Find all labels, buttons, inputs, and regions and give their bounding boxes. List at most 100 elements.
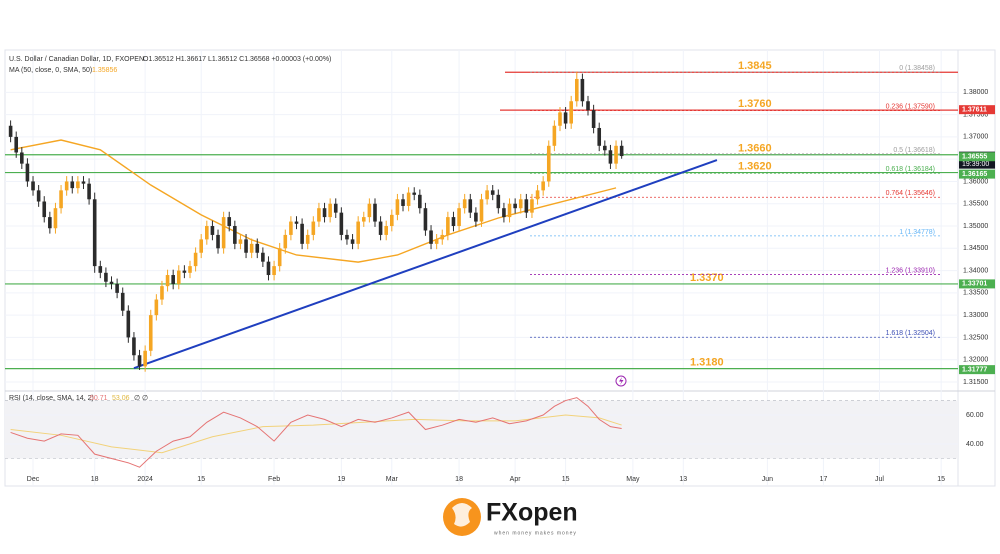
candle-body [507, 203, 512, 218]
rsi-line [10, 397, 622, 468]
logo: FXopen when money makes money [443, 498, 578, 536]
candle-body [586, 101, 590, 111]
symbol-title: U.S. Dollar / Canadian Dollar, 1D, FXOPE… [9, 56, 144, 63]
price-badge-label: 1.36165 [962, 171, 987, 178]
candle-body [558, 112, 562, 126]
candle-body [261, 252, 265, 262]
fib-label: 1.618 (1.32504) [886, 330, 935, 337]
grid [5, 50, 958, 485]
candle-body [81, 181, 86, 184]
candle-body [76, 181, 80, 189]
candle-body [272, 266, 276, 276]
fib-label: 1.236 (1.33910) [886, 267, 935, 274]
candle-body [221, 217, 226, 249]
candle-body [462, 199, 467, 209]
price-badge [959, 169, 995, 179]
y-tick-label: 1.33000 [963, 312, 988, 319]
candle-body [115, 283, 119, 293]
candle-body [98, 266, 103, 273]
level-label: 1.3845 [738, 60, 772, 72]
candle-body [322, 208, 327, 218]
candle-body [575, 78, 579, 102]
candle-body [59, 190, 63, 209]
candle-body [619, 145, 624, 157]
candle-body [451, 217, 456, 227]
x-tick-label: May [626, 476, 640, 483]
candle-body [92, 199, 97, 267]
candle-body [384, 226, 388, 235]
rsi-legend: RSI (14, close, SMA, 14, 2) [9, 395, 94, 402]
y-tick-label: 1.38000 [963, 89, 988, 96]
logo-tagline: when money makes money [494, 530, 577, 536]
candle-body [457, 208, 461, 227]
axis: Dec 18 2024 15 Feb 19 Mar 18 Apr 15 May 13 Jun 17 Jul 1… [27, 89, 995, 483]
candle-body [608, 150, 613, 164]
candle-body [171, 275, 175, 284]
candle-body [36, 190, 41, 202]
candle-body [132, 337, 136, 356]
x-tick-label: 13 [679, 476, 687, 483]
y-tick-label: 1.33500 [963, 290, 988, 297]
plot: 1.3845 1.3760 1.3660 1.3620 1.3370 1.3180 0 (1… [5, 60, 958, 468]
candle-body [406, 192, 411, 206]
x-tick-label: Jul [875, 476, 884, 483]
candle-body [395, 199, 400, 215]
candle-body [429, 230, 433, 244]
price-badge-countdown: 19:39:00 [962, 161, 989, 168]
candle-body [524, 199, 529, 213]
x-tick-label: 15 [562, 476, 570, 483]
y-tick-label: 1.37500 [963, 111, 988, 118]
candle-body [199, 239, 204, 253]
candle-body [14, 136, 19, 153]
candle-body [277, 248, 282, 267]
price-badge [959, 365, 995, 375]
candle-body [20, 152, 24, 164]
candle-body [339, 212, 344, 235]
candle-body [474, 212, 478, 222]
candle-body [233, 226, 237, 244]
candle-body [434, 239, 439, 244]
candle-body [120, 292, 125, 311]
candle-body [496, 194, 501, 209]
candle-body [266, 261, 271, 276]
candle-body [580, 78, 585, 102]
fib-label: 1 (1.34778) [899, 229, 935, 236]
fib-label: 0 (1.38458) [899, 65, 935, 72]
candle-body [143, 350, 147, 367]
candle-body [137, 355, 142, 367]
level-label: 1.3760 [738, 98, 772, 110]
fib-label: 0.764 (1.35646) [886, 190, 935, 197]
candle-body [42, 201, 47, 218]
candle-body [569, 101, 573, 124]
level-label: 1.3620 [738, 160, 772, 172]
fib-label: 0.236 (1.37590) [886, 103, 935, 110]
candle-body [238, 239, 243, 244]
candle-body [48, 217, 52, 229]
y-tick-label: 1.32500 [963, 334, 988, 341]
candle-body [126, 310, 131, 338]
candle-body [148, 315, 153, 351]
candle-body [216, 234, 220, 249]
x-tick-label: 18 [91, 476, 99, 483]
candle-body [31, 181, 35, 191]
candle-body [176, 270, 181, 284]
candle-body [423, 208, 428, 231]
fib-label: 0.618 (1.36184) [886, 166, 935, 173]
candle-body [244, 239, 248, 253]
x-tick-label: Mar [386, 476, 399, 483]
x-tick-label: Jun [762, 476, 773, 483]
candle-body [597, 127, 602, 146]
rsi-ma-line [10, 414, 622, 454]
alert-icon [615, 375, 627, 387]
candle-body [401, 199, 405, 206]
candle-body [350, 239, 355, 244]
candle-body [104, 272, 108, 282]
candle-body [345, 234, 349, 240]
candle-body [205, 226, 209, 240]
candle-body [563, 112, 568, 124]
price-badge [959, 152, 995, 162]
candle-body [541, 181, 545, 191]
candle-body [412, 192, 417, 195]
